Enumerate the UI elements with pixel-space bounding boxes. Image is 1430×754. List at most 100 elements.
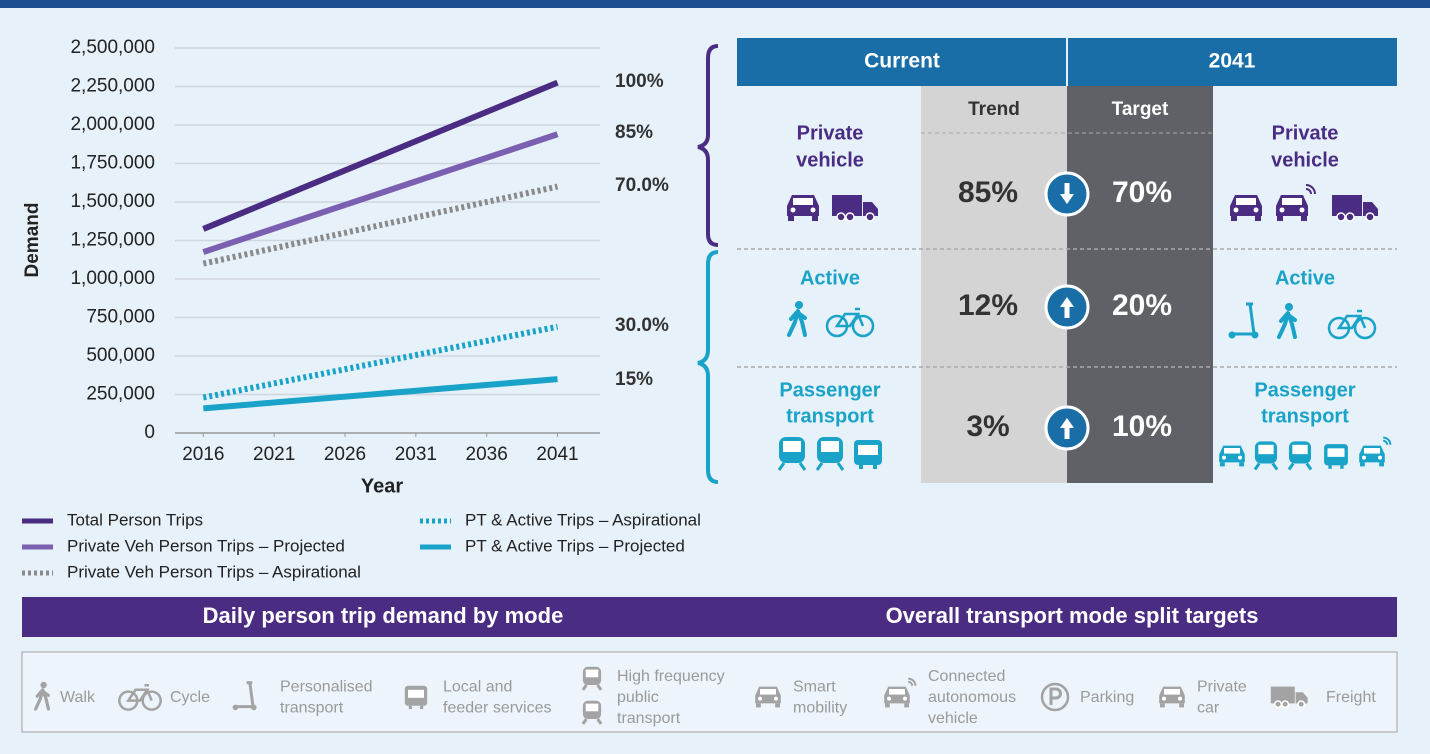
icon-truck [863, 202, 878, 216]
icon-car [1364, 448, 1380, 454]
end-label: 70.0% [615, 175, 669, 196]
icon-bike [834, 307, 865, 328]
icon-car [788, 216, 794, 221]
icon-car [903, 696, 907, 701]
icon-bus [1340, 465, 1344, 469]
end-label: 100% [615, 71, 664, 92]
icon-wifi [1305, 188, 1312, 195]
icon-parking [1040, 682, 1070, 712]
icon-walk [795, 301, 803, 309]
icon-scooter [232, 704, 239, 711]
icon-car [1179, 703, 1184, 708]
x-tick-label: 2021 [253, 444, 295, 465]
target-value: 10% [1112, 410, 1172, 443]
series-line [202, 131, 559, 255]
arrow [1060, 183, 1074, 204]
icon-wifi [908, 677, 917, 686]
brace [697, 44, 719, 247]
key-label: Personalised [280, 679, 373, 696]
icon-car [810, 207, 816, 213]
icon-train [585, 703, 599, 712]
icon-car [760, 689, 776, 695]
target-value: 20% [1112, 289, 1172, 322]
series-line [202, 79, 559, 232]
y-tick-label: 2,250,000 [70, 76, 155, 97]
key-label: Smart [793, 679, 836, 696]
icon-wifi [1305, 184, 1316, 195]
icon-truck [1345, 212, 1355, 222]
icon-train [821, 441, 839, 452]
icon-car [790, 207, 796, 213]
icon-truck [1363, 202, 1378, 216]
y-tick-label: 0 [144, 422, 155, 443]
icon-walk [787, 309, 807, 337]
table-header-text: 2041 [1209, 50, 1256, 73]
icon-car [1378, 455, 1382, 460]
icon-walk [1277, 311, 1297, 339]
trend-value: 12% [958, 289, 1018, 322]
icon-car [1255, 216, 1261, 221]
key-label: vehicle [928, 710, 978, 727]
target-column [1067, 86, 1213, 483]
row-label: transport [1261, 405, 1349, 427]
row-label: Passenger [779, 379, 880, 401]
end-label: 85% [615, 122, 653, 143]
icon-scooter [1228, 331, 1236, 339]
banner-text: Daily person trip demand by mode [203, 603, 564, 628]
icon-train [783, 441, 801, 452]
icon-train [581, 684, 603, 691]
x-tick-label: 2036 [466, 444, 508, 465]
icon-bike [125, 684, 153, 702]
x-tick-label: 2026 [324, 444, 366, 465]
key-label: autonomous [928, 689, 1016, 706]
icon-car [758, 696, 762, 701]
icon-car [1236, 198, 1256, 205]
icon-wifi [1383, 436, 1392, 445]
key-label: High frequency [617, 668, 725, 685]
y-tick-label: 750,000 [86, 307, 155, 328]
icon-car [1282, 198, 1302, 205]
banner-text: Overall transport mode split targets [886, 603, 1259, 628]
icon-car [885, 703, 890, 708]
icon-truck [1297, 700, 1306, 709]
icon-bus [858, 445, 878, 455]
icon-car [1253, 207, 1259, 213]
icon-car [1360, 462, 1365, 467]
icon-car [1299, 207, 1305, 213]
x-tick-label: 2016 [182, 444, 224, 465]
series-line [203, 376, 558, 412]
icon-truck [1270, 686, 1295, 704]
icon-car [1277, 216, 1283, 221]
icon-car [889, 689, 905, 695]
icon-bike [141, 690, 162, 711]
key-label: Private [1197, 679, 1247, 696]
y-tick-label: 1,250,000 [70, 230, 155, 251]
icon-bike [1353, 316, 1377, 340]
icon-train [1292, 444, 1308, 455]
icon-truck [1336, 212, 1346, 222]
x-axis-label: Year [361, 475, 403, 497]
icon-bus [859, 465, 863, 469]
row-label: Active [800, 267, 860, 289]
arrow [1060, 297, 1074, 318]
y-tick-label: 1,000,000 [70, 268, 155, 289]
series-line [202, 323, 559, 401]
trend-value: 3% [966, 410, 1009, 443]
y-tick-label: 500,000 [86, 345, 155, 366]
key-label: Walk [60, 689, 96, 706]
key-label: mobility [793, 700, 847, 717]
legend-label: PT & Active Trips – Projected [465, 536, 685, 555]
top-bar [0, 0, 1430, 8]
icon-truck [865, 212, 875, 222]
icon-car [774, 696, 778, 701]
key-label: Freight [1326, 689, 1376, 706]
y-tick-label: 1,750.000 [70, 153, 155, 174]
icon-scooter [1251, 331, 1259, 339]
trend-value: 85% [958, 176, 1018, 209]
x-tick-label: 2031 [395, 444, 437, 465]
icon-car [1222, 455, 1226, 460]
icon-car [775, 703, 780, 708]
icon-truck [1295, 692, 1308, 704]
end-label: 30.0% [615, 315, 669, 336]
